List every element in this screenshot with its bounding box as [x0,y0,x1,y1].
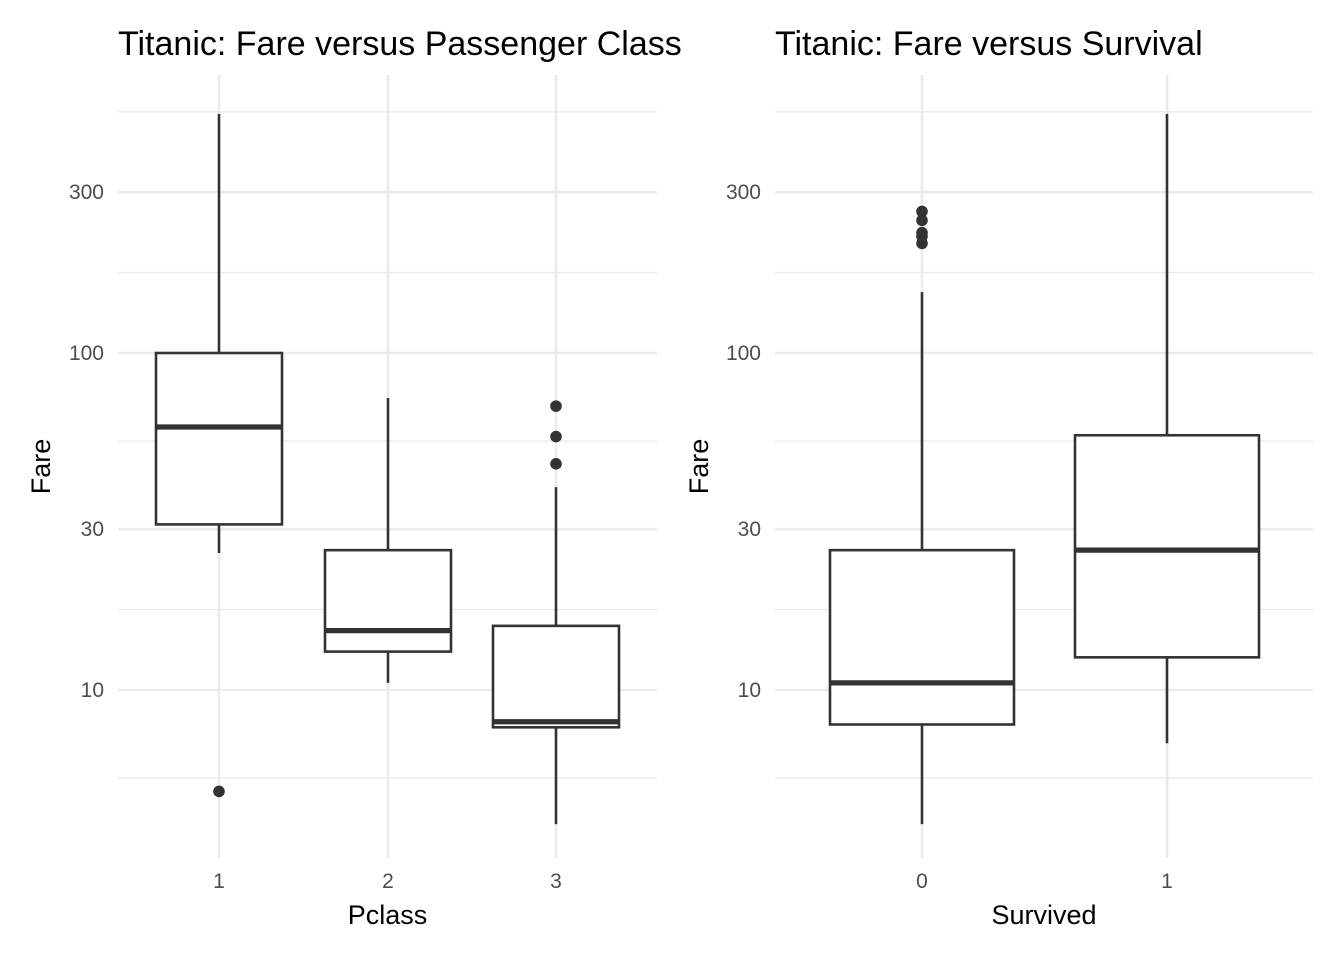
y-tick-label: 300 [726,181,761,204]
box-group-1 [1073,113,1261,744]
box-group-1 [154,113,284,798]
chart-panel-1: 10 30 100 300 1 2 3 Titanic: Fare versus Passen… [26,25,682,930]
x-axis-title: Survived [991,900,1096,930]
x-axis-title: Pclass [348,900,428,930]
y-tick-label: 100 [69,342,104,365]
outlier-point [550,458,562,470]
outlier-point [550,430,562,443]
x-tick-label: 1 [213,870,225,893]
outlier-point [213,785,225,798]
y-tick-label: 10 [738,679,761,702]
box-group-3 [491,400,621,825]
box-iqr [323,548,453,653]
y-tick-label: 30 [81,518,104,541]
chart-panel-2: 10 30 100 300 0 1 Titanic: Fare versus Surviva… [684,25,1313,930]
y-axis-title: Fare [684,439,714,495]
x-tick-label: 3 [550,870,562,893]
y-axis-title: Fare [26,439,56,495]
box-iqr [491,624,621,729]
box-iqr [154,351,284,526]
chart-title: Titanic: Fare versus Survival [775,25,1203,63]
box-iqr [1073,433,1261,659]
box-iqr [828,548,1016,726]
y-tick-label: 300 [69,181,104,204]
y-tick-label: 10 [81,679,104,702]
x-tick-label: 0 [916,870,928,893]
outlier-point [550,400,562,412]
chart-title: Titanic: Fare versus Passenger Class [118,25,682,63]
x-tick-label: 2 [382,870,394,893]
outlier-point [916,237,928,250]
y-tick-label: 30 [738,518,761,541]
outlier-point [916,205,928,218]
box-group-0 [828,205,1016,825]
x-tick-label: 1 [1161,870,1173,893]
box-group-2 [323,398,453,683]
y-tick-label: 100 [726,342,761,365]
outlier-point [916,214,928,227]
